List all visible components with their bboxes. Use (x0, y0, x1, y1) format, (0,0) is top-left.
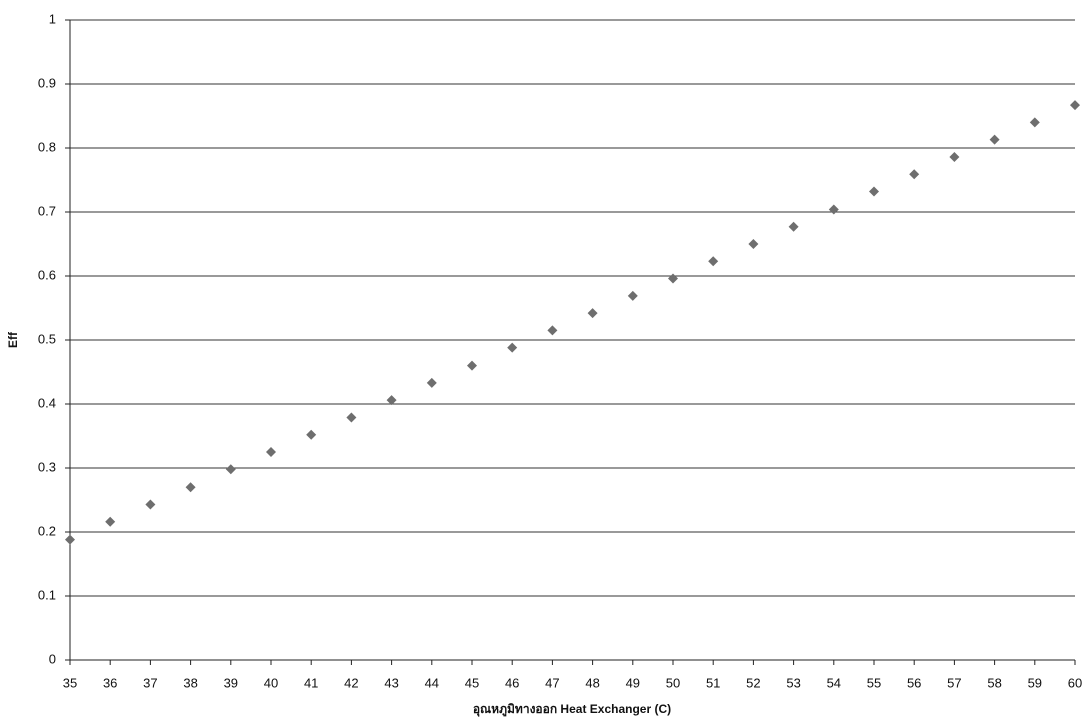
data-point (588, 308, 598, 318)
data-point (869, 187, 879, 197)
x-tick-label: 40 (264, 675, 278, 690)
x-tick-label: 39 (224, 675, 238, 690)
x-tick-label: 60 (1068, 675, 1082, 690)
y-tick-label: 0.8 (38, 139, 56, 154)
x-tick-label: 37 (143, 675, 157, 690)
data-point (668, 274, 678, 284)
data-point (507, 343, 517, 353)
data-point (266, 447, 276, 457)
y-tick-label: 0.1 (38, 587, 56, 602)
x-tick-label: 58 (987, 675, 1001, 690)
data-point (628, 291, 638, 301)
data-point (949, 152, 959, 162)
x-tick-label: 59 (1028, 675, 1042, 690)
data-point (909, 169, 919, 179)
x-tick-label: 49 (626, 675, 640, 690)
x-tick-label: 51 (706, 675, 720, 690)
x-axis-label: อุณหภูมิทางออก Heat Exchanger (C) (473, 702, 671, 717)
x-tick-label: 35 (63, 675, 77, 690)
x-tick-label: 47 (545, 675, 559, 690)
x-tick-label: 56 (907, 675, 921, 690)
x-tick-label: 50 (666, 675, 680, 690)
data-point (145, 499, 155, 509)
x-tick-label: 38 (183, 675, 197, 690)
data-point (306, 430, 316, 440)
y-tick-label: 0.6 (38, 267, 56, 282)
data-point (65, 535, 75, 545)
data-point (829, 204, 839, 214)
x-tick-label: 45 (465, 675, 479, 690)
x-tick-label: 41 (304, 675, 318, 690)
x-tick-label: 44 (425, 675, 439, 690)
data-point (467, 361, 477, 371)
x-tick-label: 54 (827, 675, 841, 690)
data-point (789, 222, 799, 232)
x-tick-label: 57 (947, 675, 961, 690)
x-tick-label: 48 (585, 675, 599, 690)
data-point (226, 464, 236, 474)
y-tick-label: 0.5 (38, 331, 56, 346)
data-point (1070, 100, 1080, 110)
data-point (547, 325, 557, 335)
y-tick-label: 0.3 (38, 459, 56, 474)
data-point (186, 482, 196, 492)
x-tick-label: 43 (384, 675, 398, 690)
x-tick-label: 36 (103, 675, 117, 690)
data-point (748, 239, 758, 249)
y-tick-label: 0.4 (38, 395, 56, 410)
x-tick-label: 42 (344, 675, 358, 690)
data-point (990, 135, 1000, 145)
y-tick-label: 0.2 (38, 523, 56, 538)
y-tick-label: 0.9 (38, 75, 56, 90)
x-tick-label: 55 (867, 675, 881, 690)
x-tick-label: 53 (786, 675, 800, 690)
chart: อุณหภูมิทางออก Heat Exchanger (C) Eff 0 0… (0, 0, 1085, 719)
data-point (708, 256, 718, 266)
data-point (427, 378, 437, 388)
y-axis-label: Eff (6, 331, 20, 348)
x-tick-label: 46 (505, 675, 519, 690)
data-point (346, 412, 356, 422)
y-tick-label: 0 (49, 651, 56, 666)
y-tick-label: 1 (49, 11, 56, 26)
data-point (1030, 117, 1040, 127)
y-tick-label: 0.7 (38, 203, 56, 218)
x-tick-label: 52 (746, 675, 760, 690)
data-point (105, 517, 115, 527)
